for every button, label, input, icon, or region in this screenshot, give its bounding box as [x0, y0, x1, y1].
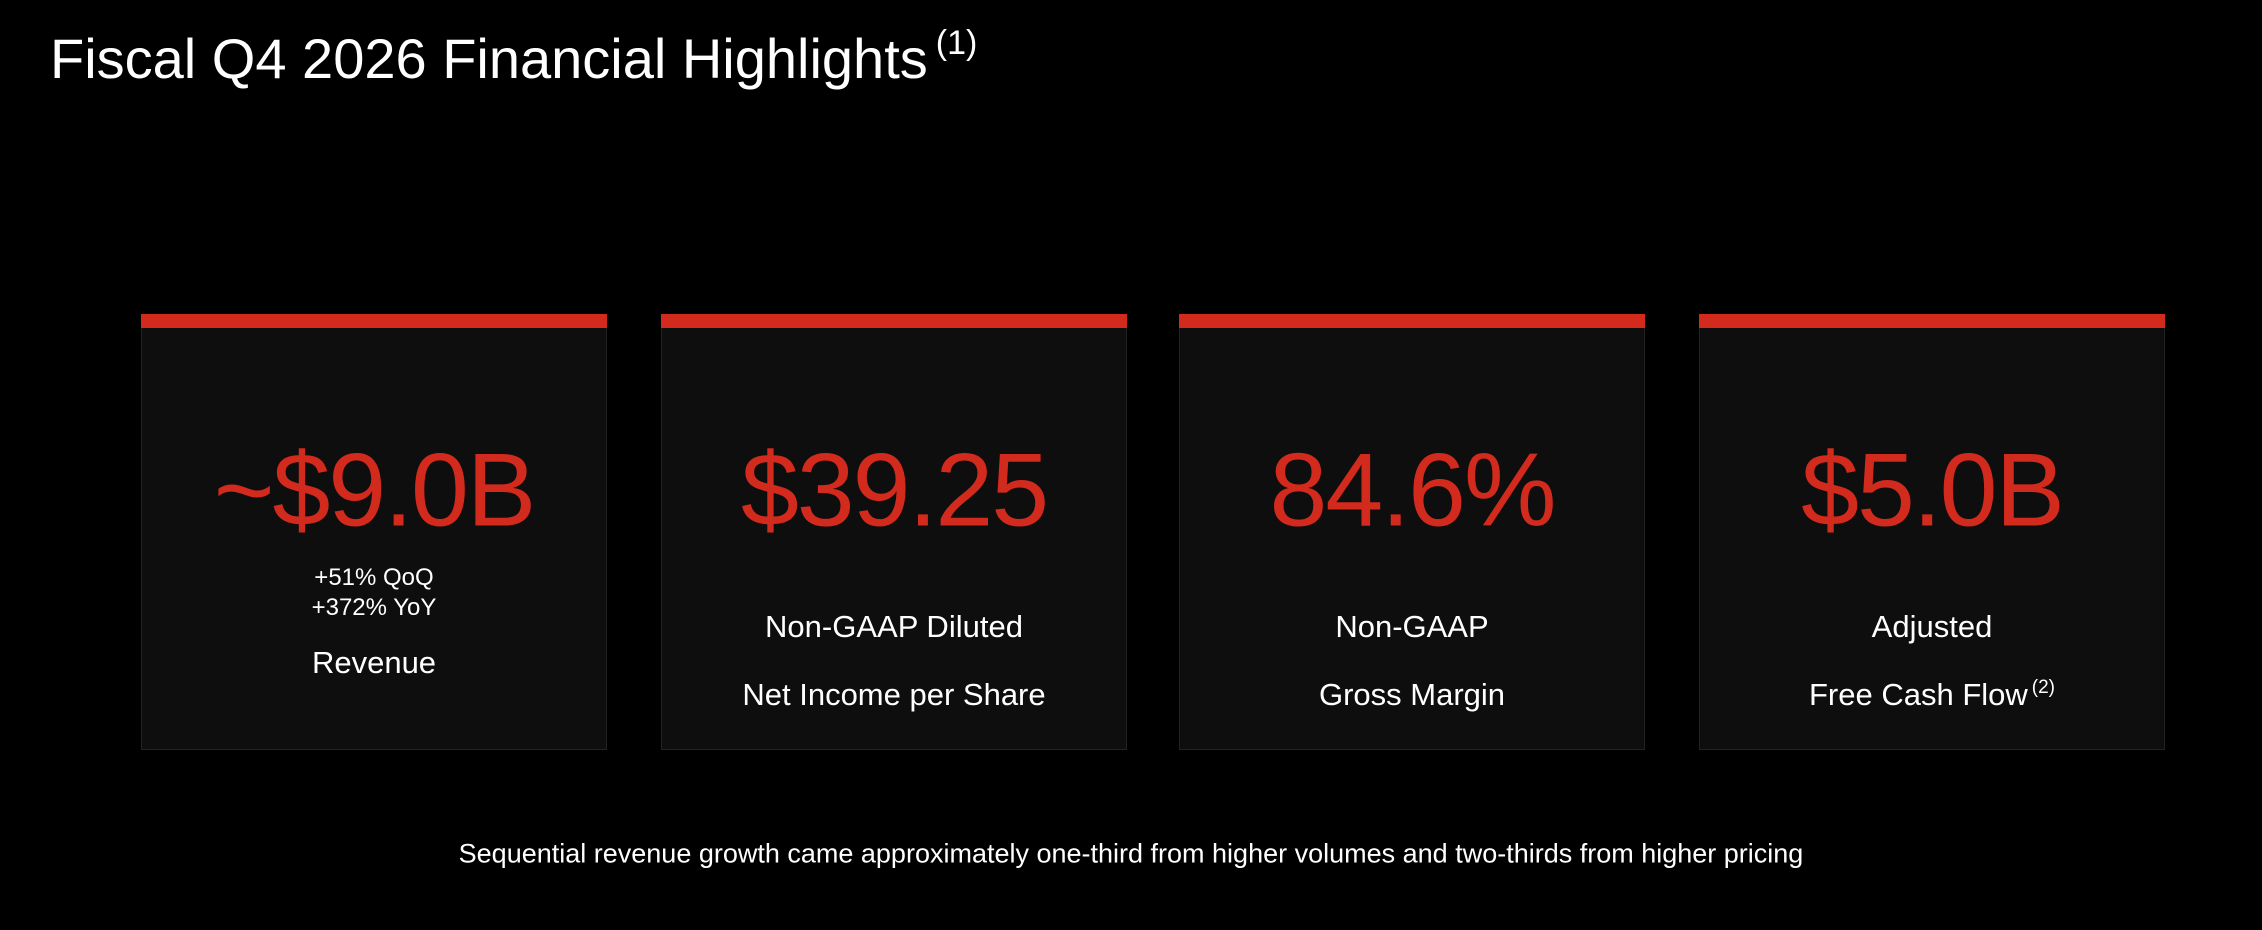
title-footnote: (1)	[935, 24, 978, 62]
metric-label: Adjusted	[1871, 609, 1993, 644]
metric-label: Non-GAAP Diluted	[765, 609, 1023, 644]
metric-label: Revenue	[311, 645, 437, 680]
label-footnote: (2)	[2031, 677, 2056, 698]
metric-value: $5.0B	[1801, 432, 2065, 549]
metric-value: $39.25	[740, 432, 1049, 549]
metric-label: Gross Margin	[1318, 677, 1506, 712]
metric-label: Non-GAAP	[1335, 609, 1489, 644]
metric-detail: +51% QoQ	[314, 564, 434, 591]
card-accent	[661, 314, 1127, 328]
metric-card: $5.0B Adjusted Free Cash Flow (2)	[1699, 314, 2165, 750]
metric-value: 84.6%	[1269, 432, 1557, 549]
footer-note: Sequential revenue growth came approxima…	[458, 838, 1804, 869]
title-text: Fiscal Q4 2026 Financial Highlights	[50, 27, 928, 90]
metric-card: 84.6% Non-GAAP Gross Margin	[1179, 314, 1645, 750]
card-accent	[141, 314, 607, 328]
card-accent	[1699, 314, 2165, 328]
label-text: Free Cash Flow	[1808, 677, 2028, 712]
card-accent	[1179, 314, 1645, 328]
metric-label: Free Cash Flow (2)	[1700, 677, 2164, 713]
metric-card: ~$9.0B +51% QoQ +372% YoY Revenue	[141, 314, 607, 750]
metric-label: Net Income per Share	[742, 677, 1046, 712]
slide-title: Fiscal Q4 2026 Financial Highlights (1)	[50, 24, 977, 91]
metric-detail: +372% YoY	[311, 594, 437, 621]
metric-value: ~$9.0B	[213, 432, 537, 549]
metric-card: $39.25 Non-GAAP Diluted Net Income per S…	[661, 314, 1127, 750]
